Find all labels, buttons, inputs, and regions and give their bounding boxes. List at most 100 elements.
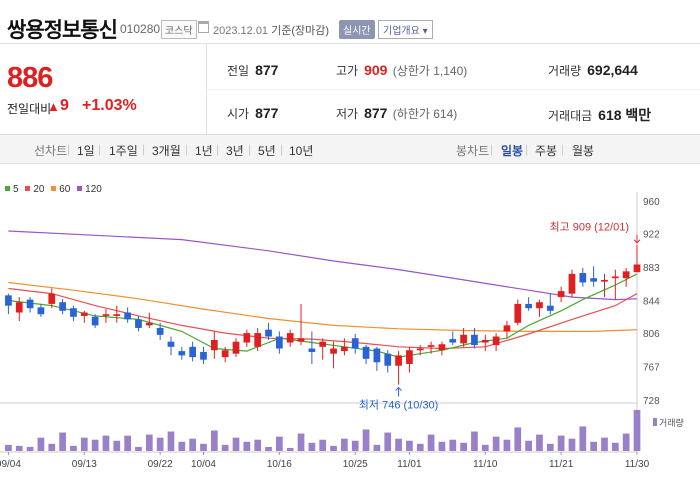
period-10y[interactable]: 10년: [289, 144, 314, 158]
trade-amount: 거래대금 618 백만: [548, 107, 652, 123]
volume-bar: [178, 441, 186, 451]
volume-bar: [373, 444, 381, 451]
candle-body: [308, 348, 316, 352]
candle-body: [579, 273, 587, 283]
volume-bar: [102, 435, 110, 451]
candle-body: [471, 334, 478, 346]
candle-body: [416, 348, 424, 351]
candle-body: [557, 291, 565, 298]
volume-bar: [5, 444, 12, 451]
stock-name: 쌍용정보통신: [7, 19, 118, 42]
divider: [207, 89, 700, 90]
divider: |: [67, 142, 71, 156]
candle-body: [319, 341, 327, 347]
period-1w[interactable]: 1주일: [109, 144, 138, 158]
realtime-button[interactable]: 실시간: [339, 20, 375, 39]
candle-body: [189, 346, 197, 358]
candle-body: [427, 345, 435, 347]
volume-bar: [297, 433, 305, 451]
candle-body: [243, 333, 251, 343]
candle-body: [91, 316, 99, 326]
candle-body: [37, 307, 45, 315]
divider: |: [248, 142, 252, 156]
candle-body: [362, 346, 370, 359]
low-arrow: [395, 386, 402, 397]
company-overview-dropdown[interactable]: 기업개요 ▾: [378, 20, 433, 39]
candle-body: [145, 322, 153, 326]
legend-ma20: 20: [25, 184, 44, 195]
candle-body: [275, 336, 283, 349]
divider: |: [216, 142, 220, 156]
candle-body: [438, 344, 446, 351]
volume-bar: [460, 442, 467, 451]
candle-body: [351, 338, 359, 349]
candle-body: [15, 302, 23, 313]
volume-bar: [286, 447, 294, 451]
volume-bar: [438, 441, 446, 451]
candle-body: [601, 279, 608, 282]
market-badge: 코스닥: [161, 20, 197, 39]
candle-body: [80, 312, 88, 316]
candle-daily[interactable]: 일봉: [501, 144, 524, 158]
y-tick-label: 767: [643, 363, 660, 374]
current-price-panel: 886 전일대비 ▲ 9 +1.03%: [0, 44, 207, 134]
y-tick-label: 844: [643, 297, 660, 308]
candle-body: [167, 341, 175, 347]
prev-close: 전일 877: [227, 62, 279, 78]
y-tick-label: 922: [643, 230, 660, 241]
volume-bar: [503, 439, 511, 451]
calendar-icon: [198, 21, 209, 33]
day-high: 고가 909 (상한가 1,140): [336, 62, 468, 78]
volume-bar: [525, 440, 532, 451]
candle-body: [341, 346, 348, 352]
price-change: 9: [60, 97, 69, 114]
period-1y[interactable]: 1년: [195, 144, 213, 158]
volume-bar: [449, 439, 457, 451]
candle-monthly[interactable]: 월봉: [572, 144, 595, 158]
candle-body: [611, 276, 619, 279]
volume-bar: [167, 431, 175, 451]
chart-period-toolbar: 선차트 | 1일 | 1주일 | 3개월 | 1년 | 3년 | 5년 | 10…: [0, 134, 700, 164]
stock-header: 쌍용정보통신 010280 코스닥 2023.12.01 기준(장마감) 실시간…: [0, 0, 700, 44]
candle-body: [135, 319, 142, 328]
candle-body: [200, 351, 207, 360]
volume-legend-label: 거래량: [659, 417, 684, 428]
candle-body: [48, 293, 56, 304]
volume-bar: [135, 446, 142, 451]
period-3m[interactable]: 3개월: [152, 144, 181, 158]
x-tick-label: 11/01: [397, 459, 422, 470]
period-1d[interactable]: 1일: [77, 144, 95, 158]
ma-legend: 5 20 60 120: [5, 184, 106, 195]
volume-bar: [319, 439, 327, 451]
period-3y[interactable]: 3년: [226, 144, 244, 158]
volume: 거래량 692,644: [548, 62, 638, 78]
candle-body: [590, 278, 598, 282]
x-tick-label: 11/30: [625, 459, 650, 470]
open-price: 시가 877: [227, 105, 279, 121]
candlestick-chart[interactable]: 960 922 883 844 806 767 728 거래량 09/04 09/13 09/22 1…: [0, 164, 700, 490]
ma60-line: [8, 281, 638, 332]
volume-bar: [210, 430, 218, 451]
volume-bar: [265, 446, 272, 451]
x-tick-label: 10/25: [343, 459, 368, 470]
x-tick-label: 10/16: [267, 459, 292, 470]
candle-body: [384, 353, 392, 366]
period-5y[interactable]: 5년: [258, 144, 276, 158]
candle-body: [460, 334, 467, 344]
x-tick-label: 11/21: [549, 459, 574, 470]
volume-bar: [124, 435, 131, 451]
price-change-percent: +1.03%: [82, 97, 137, 114]
volume-bar: [48, 443, 56, 451]
volume-bar: [362, 429, 370, 451]
candle-body: [406, 350, 413, 364]
x-tick-label: 09/13: [72, 459, 97, 470]
candle-body: [70, 308, 77, 317]
candle-weekly[interactable]: 주봉: [535, 144, 558, 158]
candle-body: [449, 339, 457, 343]
volume-legend-swatch: [653, 418, 657, 426]
up-arrow-icon: ▲: [47, 99, 60, 114]
candle-body: [503, 325, 511, 332]
divider: |: [280, 142, 284, 156]
volume-bar: [590, 441, 598, 451]
divider: |: [185, 142, 189, 156]
